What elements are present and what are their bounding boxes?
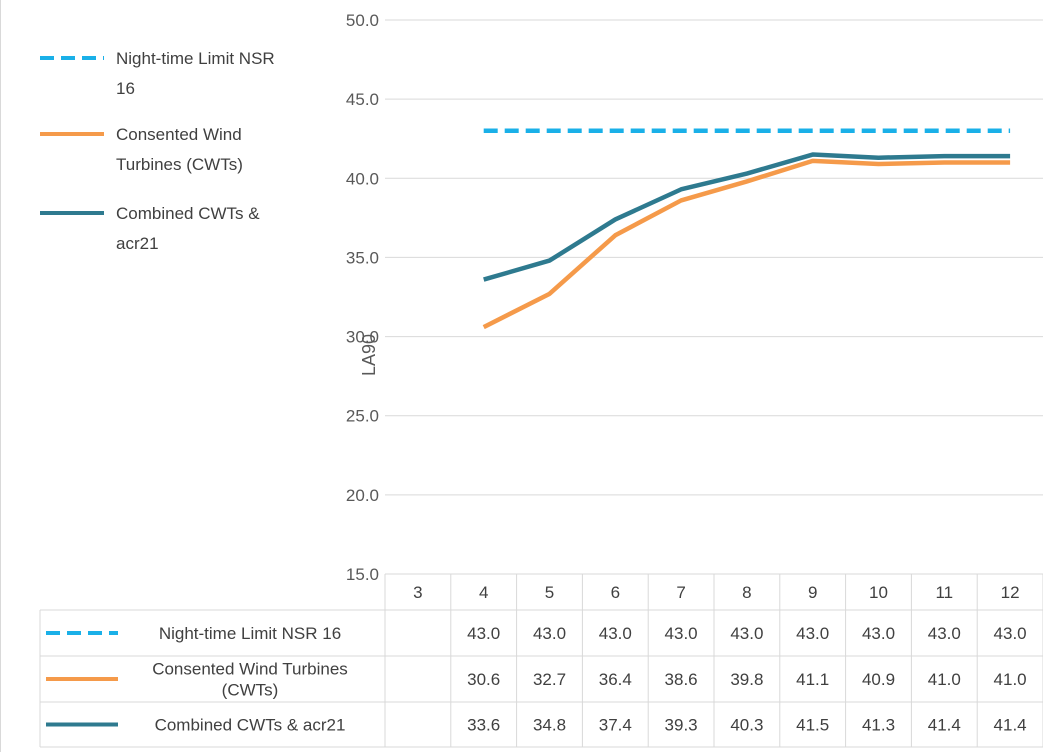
data-label: 41.0 — [928, 670, 961, 689]
data-label: 41.4 — [928, 716, 961, 735]
data-label: 41.4 — [994, 716, 1027, 735]
x-tick-label: 7 — [676, 583, 685, 602]
legend-label: Consented Wind — [116, 125, 242, 144]
y-tick-label: 35.0 — [346, 248, 379, 267]
table-series-label: (CWTs) — [222, 681, 279, 700]
y-axis-title: LA90 — [359, 334, 379, 376]
x-tick-label: 3 — [413, 583, 422, 602]
series-line — [482, 158, 1011, 330]
data-label: 43.0 — [599, 624, 632, 643]
data-label: 43.0 — [928, 624, 961, 643]
x-tick-label: 8 — [742, 583, 751, 602]
y-tick-label: 50.0 — [346, 11, 379, 30]
y-tick-label: 40.0 — [346, 169, 379, 188]
data-label: 39.3 — [665, 716, 698, 735]
legend-label: 16 — [116, 79, 135, 98]
data-label: 33.6 — [467, 716, 500, 735]
data-label: 43.0 — [533, 624, 566, 643]
data-label: 41.5 — [796, 716, 829, 735]
table-series-label: Combined CWTs & acr21 — [155, 716, 346, 735]
data-label: 38.6 — [665, 670, 698, 689]
data-label: 41.1 — [796, 670, 829, 689]
data-label: 32.7 — [533, 670, 566, 689]
legend-label: acr21 — [116, 234, 159, 253]
legend-label: Night-time Limit NSR — [116, 49, 275, 68]
x-tick-label: 6 — [611, 583, 620, 602]
data-label: 41.3 — [862, 716, 895, 735]
data-label: 43.0 — [862, 624, 895, 643]
x-tick-label: 11 — [935, 583, 953, 602]
data-label: 30.6 — [467, 670, 500, 689]
data-label: 40.3 — [730, 716, 763, 735]
data-label: 43.0 — [665, 624, 698, 643]
x-tick-label: 5 — [545, 583, 554, 602]
y-tick-label: 45.0 — [346, 90, 379, 109]
x-tick-label: 4 — [479, 583, 488, 602]
y-tick-label: 20.0 — [346, 486, 379, 505]
data-label: 34.8 — [533, 716, 566, 735]
y-tick-label: 30.0 — [346, 328, 379, 347]
table-series-label: Consented Wind Turbines — [152, 660, 348, 679]
series-layer — [482, 128, 1011, 330]
x-tick-label: 12 — [1001, 583, 1020, 602]
data-label: 43.0 — [796, 624, 829, 643]
data-label: 43.0 — [994, 624, 1027, 643]
data-label: 43.0 — [730, 624, 763, 643]
data-label: 36.4 — [599, 670, 632, 689]
series-line — [483, 152, 1011, 282]
x-tick-label: 9 — [808, 583, 817, 602]
data-label: 43.0 — [467, 624, 500, 643]
y-tick-label: 25.0 — [346, 407, 379, 426]
data-label: 40.9 — [862, 670, 895, 689]
x-tick-label: 10 — [869, 583, 888, 602]
data-label: 41.0 — [994, 670, 1027, 689]
legend-label: Turbines (CWTs) — [116, 155, 243, 174]
data-label: 37.4 — [599, 716, 632, 735]
legend-label: Combined CWTs & — [116, 204, 260, 223]
legend: Night-time Limit NSR 16 Consented Wind Turb… — [40, 49, 275, 253]
y-tick-label: 15.0 — [346, 565, 379, 584]
data-table: 3 4 5 6 7 8 9 10 11 12 Night-time Limit NSR 16 43.0… — [39, 573, 1043, 748]
data-label: 39.8 — [730, 670, 763, 689]
table-series-label: Night-time Limit NSR 16 — [159, 624, 341, 643]
